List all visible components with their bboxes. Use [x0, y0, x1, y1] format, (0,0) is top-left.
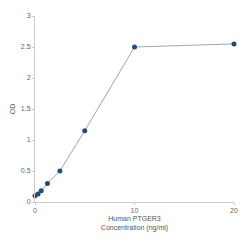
svg-text:10: 10 [131, 207, 139, 214]
svg-text:0: 0 [33, 207, 37, 214]
svg-text:3: 3 [27, 12, 31, 19]
svg-text:2: 2 [27, 74, 31, 81]
svg-text:1.5: 1.5 [21, 105, 31, 112]
svg-text:20: 20 [230, 207, 238, 214]
svg-text:2.5: 2.5 [21, 43, 31, 50]
svg-text:0: 0 [27, 198, 31, 205]
svg-text:OD: OD [9, 104, 16, 115]
svg-text:Human PTGER3Concentration (ng/: Human PTGER3Concentration (ng/ml) [101, 215, 168, 232]
svg-text:1: 1 [27, 136, 31, 143]
svg-text:0.5: 0.5 [21, 167, 31, 174]
